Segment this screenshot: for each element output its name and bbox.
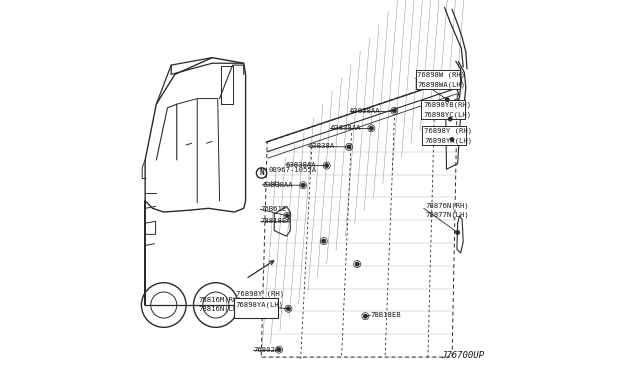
Circle shape	[392, 109, 396, 113]
Text: 76802A: 76802A	[253, 347, 279, 353]
Text: 78877N(LH): 78877N(LH)	[426, 212, 469, 218]
Circle shape	[369, 126, 373, 130]
Circle shape	[450, 137, 454, 141]
Circle shape	[324, 164, 329, 167]
Circle shape	[322, 239, 326, 243]
Text: 08967-1055A: 08967-1055A	[268, 167, 316, 173]
Text: 76898Y (RH): 76898Y (RH)	[236, 291, 284, 297]
Circle shape	[285, 214, 289, 218]
Circle shape	[301, 183, 305, 187]
Text: 76898W (RH): 76898W (RH)	[417, 72, 465, 78]
Text: 76898YB(RH): 76898YB(RH)	[423, 102, 471, 108]
Circle shape	[445, 98, 449, 102]
Text: 63838AA: 63838AA	[349, 108, 380, 114]
Text: (4): (4)	[268, 180, 282, 187]
Text: 78876N(RH): 78876N(RH)	[426, 202, 469, 209]
Circle shape	[355, 262, 359, 266]
Text: 63838AA: 63838AA	[286, 162, 316, 168]
Circle shape	[347, 145, 351, 149]
Text: 78B18EB: 78B18EB	[370, 312, 401, 318]
Text: 76898WA(LH): 76898WA(LH)	[417, 81, 465, 88]
Text: 76898YC(LH): 76898YC(LH)	[423, 111, 471, 118]
Circle shape	[364, 314, 367, 318]
Circle shape	[448, 117, 452, 121]
Text: 76898Y (RH): 76898Y (RH)	[424, 128, 472, 134]
Bar	[415, 70, 460, 89]
Text: 78816M(RH): 78816M(RH)	[198, 297, 242, 304]
Text: 63B38A: 63B38A	[308, 143, 334, 149]
Circle shape	[456, 230, 460, 234]
Text: 76898YA(LH): 76898YA(LH)	[424, 137, 472, 144]
Circle shape	[277, 347, 281, 352]
Text: J76700UP: J76700UP	[441, 351, 484, 360]
Bar	[421, 100, 465, 119]
Bar	[422, 126, 466, 145]
Text: 76B61E: 76B61E	[260, 206, 287, 212]
Text: N: N	[259, 169, 264, 177]
Text: 63838AA: 63838AA	[330, 125, 361, 131]
Bar	[234, 298, 278, 318]
Text: 63838AA: 63838AA	[262, 182, 293, 188]
Circle shape	[286, 307, 291, 311]
Text: 76898YA(LH): 76898YA(LH)	[236, 301, 284, 308]
Text: 78816N(LH): 78816N(LH)	[198, 305, 242, 312]
Text: 78818EA: 78818EA	[260, 218, 291, 224]
